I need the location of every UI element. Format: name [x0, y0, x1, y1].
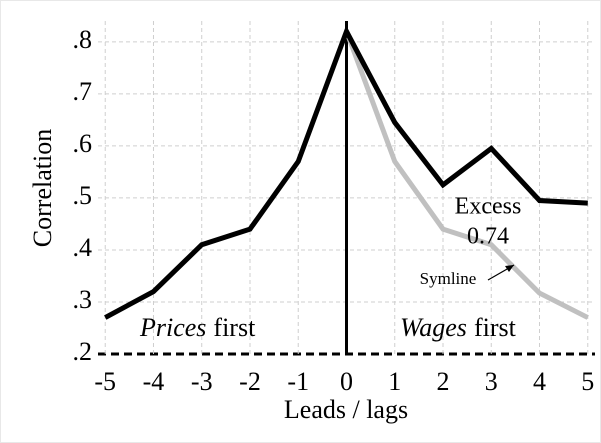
excess-value: 0.74 [467, 224, 509, 250]
series-line [344, 30, 589, 320]
y-tick-label: .2 [73, 337, 93, 366]
x-tick-label: 3 [485, 367, 498, 396]
region-label: Wages first [400, 313, 517, 342]
y-tick-label: .7 [73, 77, 93, 106]
x-tick-label: -4 [143, 367, 165, 396]
region-italic: Wages [400, 313, 467, 342]
x-tick-label: -5 [94, 367, 116, 396]
x-tick-label: 5 [581, 367, 594, 396]
x-tick-label: 2 [437, 367, 450, 396]
x-tick-label: 0 [340, 367, 353, 396]
y-axis-label: Correlation [28, 129, 57, 247]
y-tick-label: .5 [73, 181, 93, 210]
y-tick-label: .8 [73, 25, 93, 54]
x-axis-label: Leads / lags [284, 395, 408, 424]
x-tick-label: 4 [533, 367, 546, 396]
x-tick-label: -3 [191, 367, 213, 396]
region-italic: Prices [139, 313, 206, 342]
y-tick-label: .4 [73, 233, 93, 262]
x-tick-label: 1 [388, 367, 401, 396]
x-tick-label: -2 [239, 367, 261, 396]
region-label: Prices first [139, 313, 256, 342]
y-tick-label: .3 [73, 285, 93, 314]
region-rest: first [213, 313, 256, 342]
y-tick-label: .6 [73, 129, 93, 158]
x-tick-label: -1 [287, 367, 309, 396]
series-label: Symline [420, 269, 477, 288]
region-rest: first [474, 313, 517, 342]
series-line [104, 25, 588, 320]
arrow-head [505, 265, 514, 272]
series-label: Excess [455, 194, 522, 220]
